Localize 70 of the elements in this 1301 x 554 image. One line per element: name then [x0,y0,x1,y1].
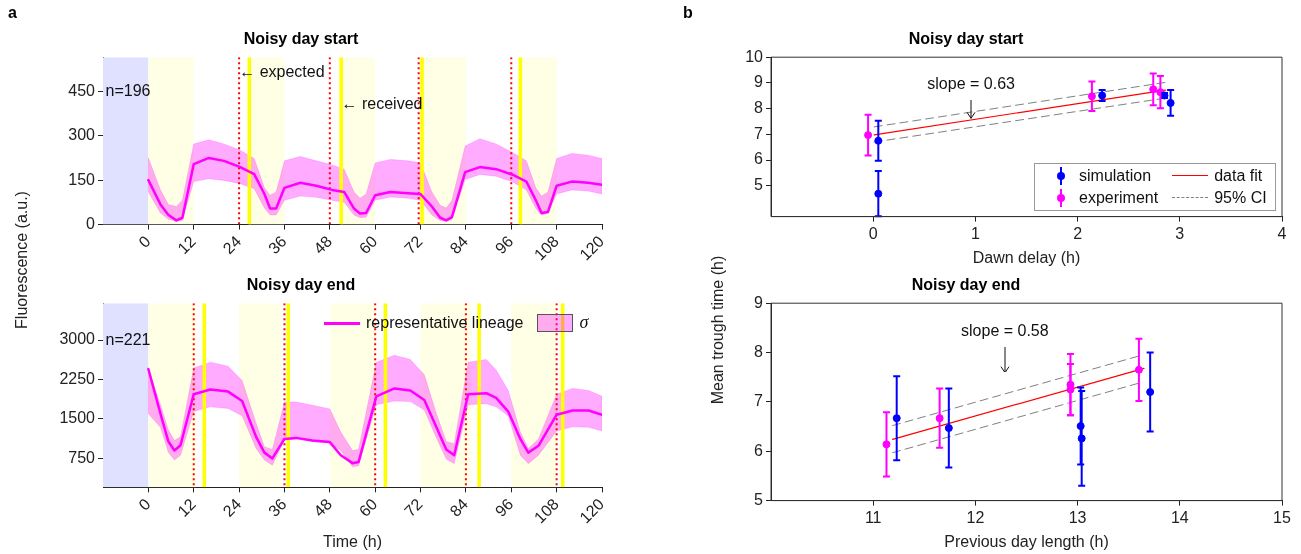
x-tick-label: 36 [265,495,290,520]
x-tick-label: 0 [135,495,154,514]
annotation: σ [579,312,589,334]
legend-label: simulation [1079,166,1152,185]
x-tick-label: 4 [1277,224,1287,242]
x-tick-label: 15 [1273,508,1291,526]
y-tick-label: 8 [754,342,764,360]
x-tick-label: 36 [265,232,290,258]
y-tick-label: 150 [68,170,96,188]
x-tick-label: 84 [446,232,472,258]
legend-label: data fit [1214,166,1263,185]
chart-title: Noisy day end [911,276,1021,294]
x-tick-label: 0 [868,224,878,242]
x-tick-label: 24 [219,495,245,520]
y-tick-label: 7 [754,124,764,142]
y-tick-label: 8 [754,99,764,117]
x-tick-label: 48 [310,495,336,520]
y-axis-title: Fluorescence (a.u.) [12,190,31,331]
x-axis-title: Time (h) [323,532,382,550]
x-tick-label: 2 [1073,224,1083,242]
y-tick-label: 450 [68,81,96,99]
x-axis-title: Previous day length (h) [944,532,1109,550]
x-tick-label: 3 [1175,224,1185,242]
annotation: slope = 0.58 [961,321,1049,340]
x-tick-label: 13 [1068,508,1087,526]
x-tick-label: 84 [446,495,472,520]
x-tick-label: 72 [401,495,426,520]
y-axis-title: Mean trough time (h) [708,254,727,407]
chart-title: Noisy day start [908,30,1025,48]
annotation: n=196 [105,81,151,100]
y-tick-label: 2250 [59,369,96,387]
y-tick-label: 6 [754,441,764,459]
x-axis-title: Dawn delay (h) [972,248,1081,266]
x-tick-label: 96 [491,232,517,258]
annotation: slope = 0.63 [927,75,1015,94]
x-tick-label: 12 [966,508,985,526]
x-tick-label: 72 [401,232,426,258]
x-tick-label: 60 [355,495,381,520]
y-tick-label: 300 [68,126,96,144]
x-tick-label: 108 [530,232,562,264]
y-tick-label: 9 [754,293,764,311]
y-tick-label: 5 [754,176,764,194]
chart-title: Noisy day start [243,30,360,48]
x-tick-label: 12 [174,495,200,520]
x-tick-label: 120 [576,232,608,264]
y-tick-label: 6 [754,150,764,168]
x-tick-label: 14 [1170,508,1189,526]
x-tick-label: 108 [530,495,562,527]
y-tick-label: 7 [754,392,764,410]
x-tick-label: 0 [135,232,154,251]
y-tick-label: 3000 [59,330,96,348]
annotation: n=221 [105,331,151,350]
y-tick-label: 9 [754,73,764,91]
legend-label: 95% CI [1214,188,1267,207]
text: b [683,4,693,22]
y-tick-label: 750 [68,448,96,466]
text: a [8,4,17,22]
y-tick-label: 5 [754,491,764,509]
chart-title: Noisy day end [246,276,356,294]
x-tick-label: 1 [970,224,980,242]
x-tick-label: 96 [491,495,517,520]
x-tick-label: 60 [355,232,381,258]
y-tick-label: 10 [745,47,764,65]
x-tick-label: 48 [310,232,336,258]
x-tick-label: 11 [864,508,882,526]
y-tick-label: 1500 [59,409,96,427]
x-tick-label: 12 [174,232,200,258]
legend-label: experiment [1079,188,1159,207]
x-tick-label: 120 [576,495,608,527]
x-tick-label: 24 [219,232,245,258]
